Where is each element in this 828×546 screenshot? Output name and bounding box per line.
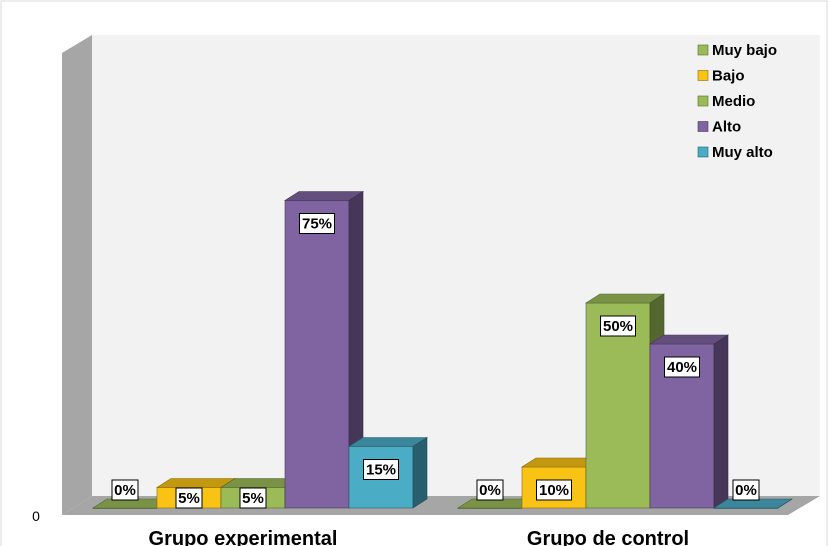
svg-text:0%: 0% <box>479 482 501 499</box>
data-label-grupo-de-control-muy-bajo: 0% <box>476 479 504 501</box>
data-label-grupo-experimental-medio: 5% <box>239 487 267 509</box>
svg-text:40%: 40% <box>667 359 697 376</box>
data-label-grupo-de-control-bajo: 10% <box>536 479 572 501</box>
svg-text:Alto: Alto <box>712 119 741 136</box>
svg-text:15%: 15% <box>366 462 396 479</box>
svg-text:0%: 0% <box>735 482 757 499</box>
data-labels-group: 0% 5% 5% 75% 15% 0% 10% 50% 40% 0% <box>111 213 760 509</box>
svg-text:50%: 50% <box>603 318 633 335</box>
svg-text:75%: 75% <box>302 216 332 233</box>
data-label-grupo-experimental-bajo: 5% <box>175 487 203 509</box>
legend-item-medio: Medio <box>697 93 755 110</box>
bar-grupo-experimental-alto <box>283 190 365 509</box>
category-label-grupo-experimental: Grupo experimental <box>149 528 338 546</box>
data-label-grupo-de-control-alto: 40% <box>664 356 700 378</box>
data-label-grupo-experimental-muy-alto: 15% <box>363 459 399 480</box>
data-label-grupo-experimental-alto: 75% <box>299 213 335 234</box>
svg-text:0%: 0% <box>114 482 136 499</box>
legend-item-muy-alto: Muy alto <box>697 144 773 161</box>
side-wall <box>62 35 92 515</box>
data-label-grupo-de-control-muy-alto: 0% <box>732 479 760 501</box>
bar-grupo-de-control-muy-alto <box>712 498 794 509</box>
category-label-grupo-de-control: Grupo de control <box>527 528 689 546</box>
data-label-grupo-experimental-muy-bajo: 0% <box>111 479 139 501</box>
data-label-grupo-de-control-medio: 50% <box>600 315 636 337</box>
legend-item-alto: Alto <box>697 119 741 136</box>
svg-text:Bajo: Bajo <box>712 68 745 85</box>
svg-text:5%: 5% <box>242 490 264 507</box>
svg-text:Muy alto: Muy alto <box>712 144 773 161</box>
svg-text:5%: 5% <box>178 490 200 507</box>
y-tick-label: 0 <box>32 508 40 524</box>
svg-text:Medio: Medio <box>712 93 755 110</box>
legend: Muy bajo Bajo Medio Alto Muy alto <box>697 42 777 161</box>
legend-item-bajo: Bajo <box>697 68 745 85</box>
svg-text:10%: 10% <box>539 482 569 499</box>
svg-text:Muy bajo: Muy bajo <box>712 42 777 59</box>
legend-item-muy-bajo: Muy bajo <box>697 42 777 59</box>
